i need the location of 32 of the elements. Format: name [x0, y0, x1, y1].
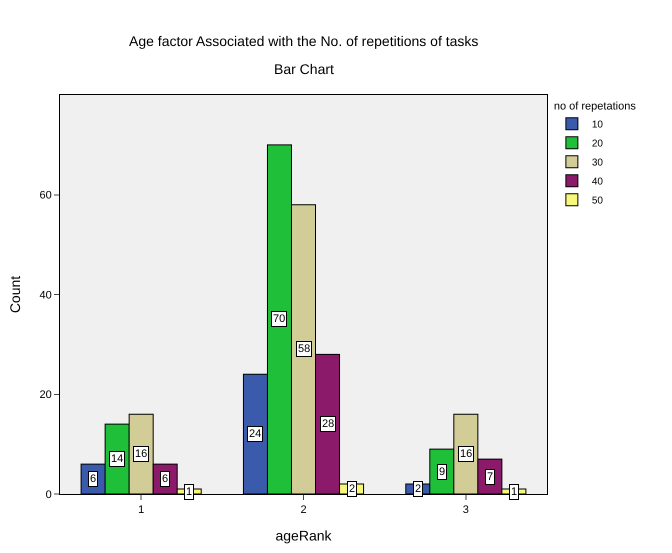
- legend-label: 30: [592, 158, 604, 169]
- data-label: 1: [186, 486, 192, 498]
- y-tick-label: 40: [40, 289, 52, 302]
- data-label: 14: [111, 453, 124, 465]
- data-label: 24: [249, 428, 262, 440]
- chart-title: Age factor Associated with the No. of repetitions of tasks: [129, 33, 478, 49]
- data-label: 58: [298, 343, 310, 355]
- chart-subtitle: Bar Chart: [274, 61, 334, 77]
- legend-label: 50: [592, 196, 604, 207]
- x-tick-label: 1: [138, 504, 144, 516]
- x-tick-label: 2: [300, 504, 307, 516]
- data-label: 16: [135, 448, 148, 460]
- x-axis-title: ageRank: [275, 528, 333, 544]
- x-tick-label: 3: [462, 504, 469, 516]
- y-axis-title: Count: [7, 276, 24, 314]
- y-tick-label: 0: [46, 488, 52, 501]
- data-label: 6: [90, 473, 96, 485]
- data-label: 1: [511, 486, 518, 498]
- data-label: 9: [439, 466, 446, 478]
- data-label: 6: [162, 473, 168, 485]
- data-label: 2: [349, 483, 356, 495]
- legend-label: 10: [592, 120, 604, 131]
- legend-title: no of repetations: [554, 100, 636, 112]
- legend-label: 20: [592, 138, 604, 150]
- data-label: 2: [415, 483, 422, 495]
- data-label: 70: [273, 313, 286, 325]
- y-tick-label: 60: [40, 190, 52, 202]
- data-label: 28: [322, 418, 334, 430]
- data-label: 16: [460, 448, 472, 460]
- data-label: 7: [487, 471, 494, 483]
- legend-label: 40: [592, 176, 604, 188]
- y-tick-label: 20: [40, 389, 52, 402]
